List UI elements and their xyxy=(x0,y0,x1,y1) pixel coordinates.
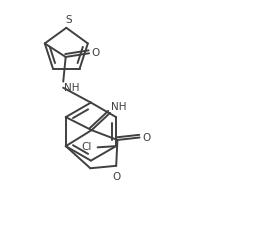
Text: O: O xyxy=(142,133,150,142)
Text: NH: NH xyxy=(111,102,127,112)
Text: NH: NH xyxy=(64,83,80,93)
Text: S: S xyxy=(65,15,72,25)
Text: O: O xyxy=(112,172,120,182)
Text: O: O xyxy=(92,48,100,58)
Text: Cl: Cl xyxy=(81,142,92,152)
